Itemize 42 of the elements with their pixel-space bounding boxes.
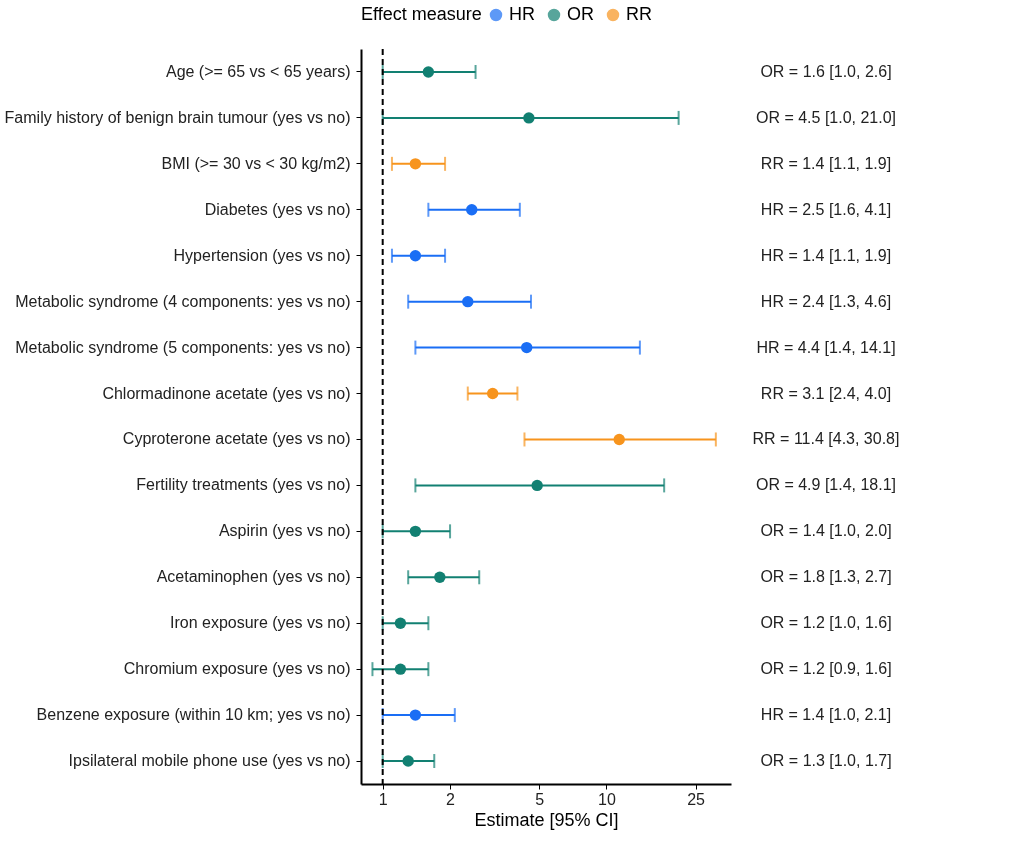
x-tick-label: 1: [378, 790, 388, 808]
y-tick-label: Acetaminophen (yes vs no): [156, 568, 351, 586]
text: OR = 1.8 [1.3, 2.7]: [760, 568, 892, 586]
x-tick-label: 2: [446, 790, 456, 808]
text: OR = 1.2 [1.0, 1.6]: [760, 614, 892, 632]
x-axis-title: Estimate [95% CI]: [474, 809, 619, 830]
y-tick-label: Diabetes (yes vs no): [204, 200, 351, 218]
text: HR = 2.5 [1.6, 4.1]: [760, 200, 892, 218]
text: RR = 3.1 [2.4, 4.0]: [760, 384, 892, 402]
text: OR = 1.4 [1.0, 2.0]: [760, 522, 892, 540]
y-tick-label: Age (>= 65 vs < 65 years): [165, 62, 351, 80]
legend-label: RR: [626, 4, 652, 24]
text: OR = 4.5 [1.0, 21.0]: [755, 108, 897, 126]
y-tick-label: Family history of benign brain tumour (yes vs no): [4, 108, 351, 126]
legend-title: Effect measure: [361, 4, 482, 24]
y-tick-label: Cyproterone acetate (yes vs no): [122, 430, 351, 448]
text: HR = 1.4 [1.1, 1.9]: [760, 246, 892, 264]
y-tick-label: Fertility treatments (yes vs no): [136, 476, 351, 494]
text: OR = 1.6 [1.0, 2.6]: [760, 62, 892, 80]
x-tick-label: 25: [687, 790, 706, 808]
text: OR = 1.3 [1.0, 1.7]: [760, 752, 892, 770]
y-tick-label: Aspirin (yes vs no): [218, 522, 351, 540]
y-tick-label: Metabolic syndrome (5 components: yes vs no): [15, 338, 351, 356]
x-tick-label: 5: [535, 790, 545, 808]
text: RR = 11.4 [4.3, 30.8]: [752, 430, 900, 448]
y-tick-label: BMI (>= 30 vs < 30 kg/m2): [161, 154, 351, 172]
y-tick-label: Chlormadinone acetate (yes vs no): [102, 384, 351, 402]
y-tick-label: Iron exposure (yes vs no): [169, 614, 351, 632]
text: HR = 4.4 [1.4, 14.1]: [756, 338, 896, 356]
y-tick-label: Ipsilateral mobile phone use (yes vs no): [68, 752, 351, 770]
y-tick-label: Metabolic syndrome (4 components: yes vs no): [15, 292, 351, 310]
y-tick-label: Benzene exposure (within 10 km; yes vs no): [36, 706, 351, 724]
text: OR = 1.2 [0.9, 1.6]: [760, 660, 892, 678]
y-tick-label: Hypertension (yes vs no): [173, 246, 351, 264]
text: HR = 2.4 [1.3, 4.6]: [760, 292, 892, 310]
legend-label: HR: [509, 4, 535, 24]
text: OR = 4.9 [1.4, 18.1]: [755, 476, 897, 494]
text: RR = 1.4 [1.1, 1.9]: [760, 154, 892, 172]
text: HR = 1.4 [1.0, 2.1]: [760, 706, 892, 724]
y-tick-label: Chromium exposure (yes vs no): [123, 660, 351, 678]
legend-label: OR: [567, 4, 594, 24]
x-tick-label: 10: [598, 790, 616, 808]
